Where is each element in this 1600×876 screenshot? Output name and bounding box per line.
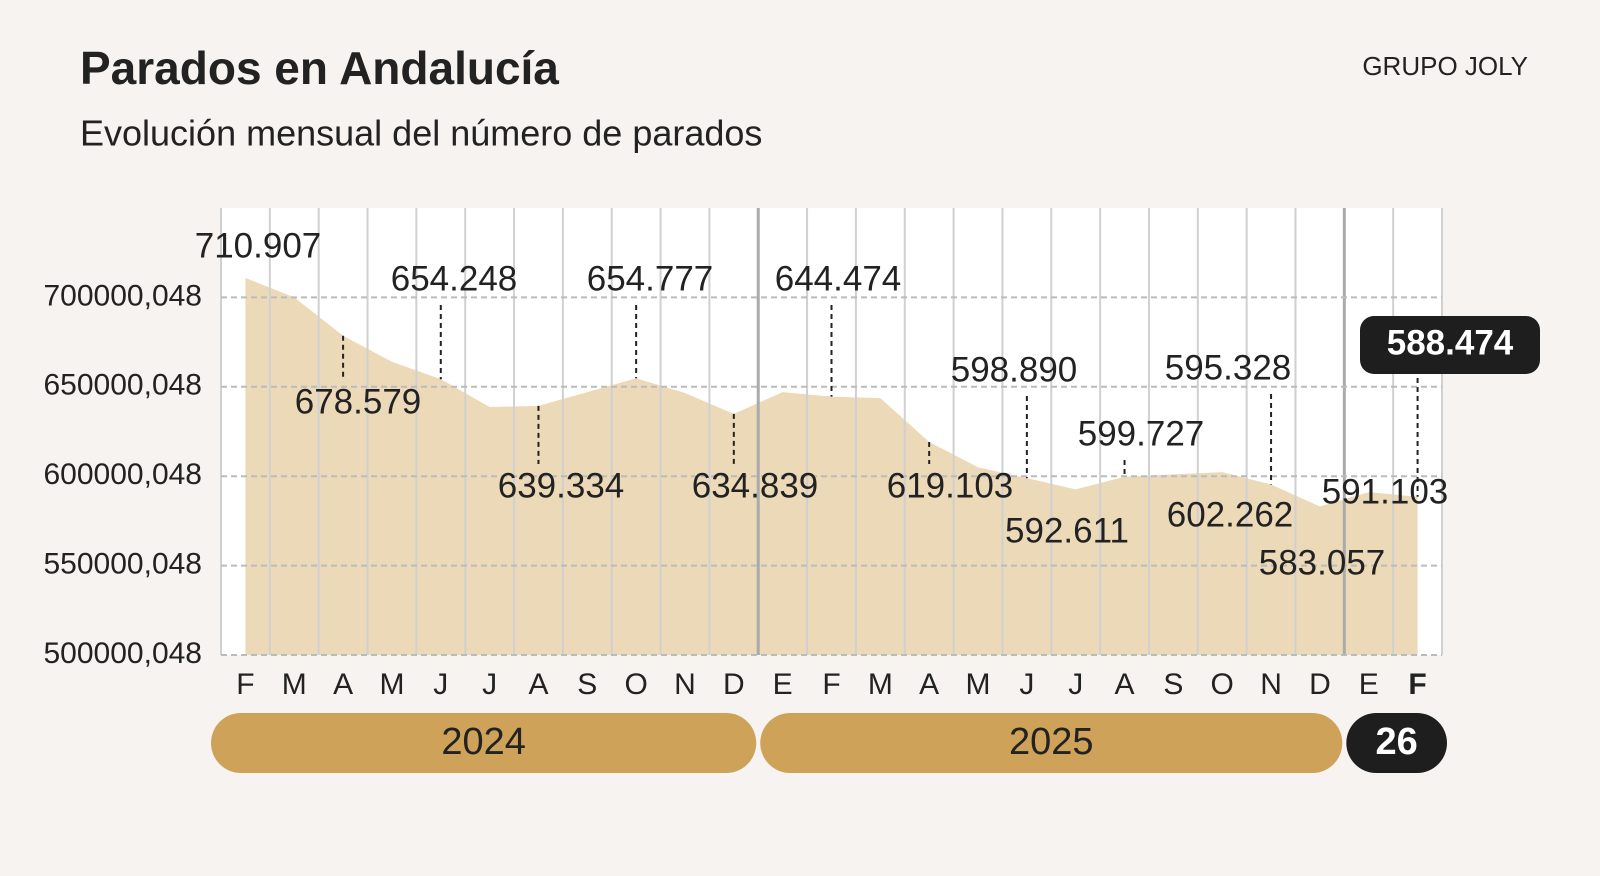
x-tick-label: J: [1068, 668, 1083, 701]
x-tick-label: A: [1115, 668, 1135, 701]
chart-title: Parados en Andalucía: [80, 42, 559, 94]
x-tick-label: E: [773, 668, 793, 701]
value-label: 634.839: [692, 466, 819, 505]
x-tick-label: A: [333, 668, 353, 701]
value-label: 588.474: [1387, 323, 1514, 362]
chart-subtitle: Evolución mensual del número de parados: [80, 113, 762, 154]
value-label: 678.579: [295, 382, 422, 421]
y-tick-label: 500000,048: [44, 637, 203, 670]
x-tick-label: S: [1163, 668, 1183, 701]
x-tick-label: D: [1309, 668, 1331, 701]
x-tick-label: J: [1019, 668, 1034, 701]
x-tick-label: O: [1211, 668, 1234, 701]
year-band: [211, 713, 757, 773]
x-tick-label: D: [723, 668, 745, 701]
x-tick-label: A: [919, 668, 939, 701]
x-tick-label: O: [624, 668, 647, 701]
x-tick-label: J: [433, 668, 448, 701]
value-label: 598.890: [951, 350, 1078, 389]
x-tick-label: F: [236, 668, 254, 701]
year-label: 26: [1376, 721, 1418, 763]
y-tick-label: 700000,048: [44, 279, 203, 312]
x-tick-label: M: [966, 668, 991, 701]
x-tick-label: F: [1408, 668, 1426, 701]
y-tick-label: 650000,048: [44, 369, 203, 402]
value-label: 639.334: [498, 466, 625, 505]
x-tick-label: F: [822, 668, 840, 701]
value-label: 583.057: [1259, 543, 1386, 582]
x-tick-label: M: [282, 668, 307, 701]
x-tick-label: M: [868, 668, 893, 701]
y-tick-label: 600000,048: [44, 458, 203, 491]
year-band: [1346, 713, 1447, 773]
value-label: 654.777: [587, 259, 714, 298]
year-label: 2024: [441, 721, 526, 763]
value-label: 599.727: [1078, 414, 1205, 453]
value-label: 595.328: [1165, 348, 1292, 387]
value-badge: [1360, 316, 1540, 374]
x-tick-label: E: [1359, 668, 1379, 701]
value-label: 644.474: [775, 259, 902, 298]
x-tick-label: S: [577, 668, 597, 701]
value-label: 710.907: [195, 226, 322, 265]
y-tick-label: 550000,048: [44, 548, 203, 581]
value-label: 602.262: [1167, 495, 1294, 534]
value-label: 619.103: [887, 466, 1014, 505]
value-label: 592.611: [1005, 511, 1129, 550]
x-tick-label: A: [528, 668, 548, 701]
area: [245, 277, 1418, 655]
value-label: 654.248: [391, 259, 518, 298]
x-tick-label: J: [482, 668, 497, 701]
year-band: [760, 713, 1343, 773]
x-tick-label: M: [379, 668, 404, 701]
value-label: 591.103: [1322, 472, 1449, 511]
x-tick-label: N: [1260, 668, 1282, 701]
year-label: 2025: [1009, 721, 1094, 763]
source: GRUPO JOLY: [1362, 51, 1528, 81]
x-tick-label: N: [674, 668, 696, 701]
